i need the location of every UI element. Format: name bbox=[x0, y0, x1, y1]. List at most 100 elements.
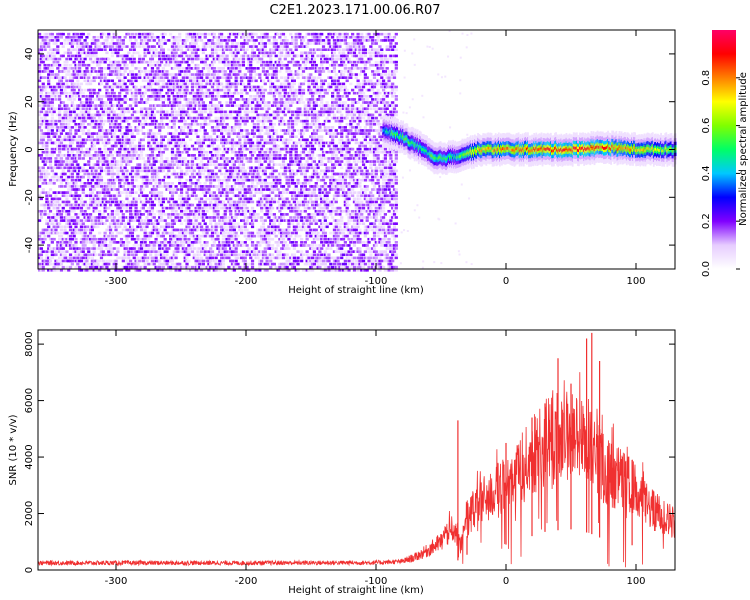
spectrogram-cell bbox=[221, 219, 226, 222]
spectrogram-cell bbox=[98, 244, 102, 247]
spectrogram-cell bbox=[43, 95, 47, 98]
spectrogram-cell bbox=[178, 178, 182, 182]
spectrogram-cell bbox=[152, 116, 156, 120]
spectrogram-cell bbox=[154, 250, 158, 253]
spectrogram-cell bbox=[63, 42, 67, 45]
spectrogram-cell bbox=[161, 209, 165, 213]
spectrogram-cell bbox=[43, 98, 47, 101]
spectrogram-cell bbox=[68, 256, 73, 260]
spectrogram-cell bbox=[241, 244, 246, 247]
spectrogram-cell bbox=[43, 163, 47, 166]
spectrogram-cell bbox=[172, 200, 176, 204]
spectrogram-cell bbox=[198, 269, 202, 272]
spectrogram-cell bbox=[154, 169, 158, 173]
spectrogram-cell bbox=[201, 166, 205, 170]
spectrogram-cell bbox=[68, 253, 73, 257]
spectrogram-cell bbox=[176, 63, 180, 67]
spectrogram-cell bbox=[76, 163, 80, 166]
spectrogram-cell bbox=[68, 132, 73, 135]
spectrogram-cell bbox=[240, 42, 244, 45]
spectrogram-cell bbox=[178, 206, 182, 210]
spectrogram-cell bbox=[240, 250, 244, 253]
spectrogram-cell bbox=[139, 60, 144, 64]
spectrogram-cell bbox=[229, 91, 233, 95]
spectrogram-cell bbox=[240, 54, 244, 58]
spectrogram-cell bbox=[250, 234, 255, 238]
spectrogram-cell bbox=[54, 203, 58, 207]
spectrogram-cell bbox=[145, 45, 149, 48]
spectrogram-cell bbox=[92, 54, 96, 58]
spectrogram-cell bbox=[105, 57, 109, 61]
spectrogram-cell bbox=[136, 244, 140, 247]
spectrogram-cell bbox=[159, 154, 164, 157]
spectrogram-cell bbox=[103, 182, 107, 185]
spectrogram-cell bbox=[59, 175, 64, 179]
spectrogram-cell bbox=[245, 119, 249, 123]
spectrogram-cell bbox=[218, 222, 222, 225]
spectrogram-cell bbox=[150, 122, 155, 126]
spectrogram-cell bbox=[134, 203, 138, 207]
spectrogram-cell bbox=[92, 48, 96, 52]
spectrogram-cell bbox=[190, 39, 195, 42]
spectrogram-cell bbox=[167, 132, 171, 135]
spectrogram-cell bbox=[138, 265, 142, 269]
spectrogram-cell bbox=[116, 154, 120, 157]
spectrogram-cell bbox=[189, 175, 193, 179]
spectrogram-cell bbox=[68, 57, 73, 61]
spectrogram-cell bbox=[108, 70, 113, 73]
spectrogram-cell bbox=[59, 157, 64, 160]
spectrogram-cell bbox=[48, 194, 53, 198]
spectrogram-cell bbox=[247, 76, 251, 79]
spectrogram-cell bbox=[112, 182, 116, 185]
spectrogram-cell bbox=[198, 32, 202, 36]
spectrogram-cell bbox=[96, 135, 100, 138]
spectrogram-cell bbox=[88, 48, 93, 52]
spectrogram-cell bbox=[234, 265, 238, 269]
spectrogram-cell bbox=[130, 82, 135, 86]
spectrogram-cell bbox=[227, 45, 231, 48]
spectrogram-cell bbox=[94, 119, 98, 123]
spectrogram-cell bbox=[234, 122, 238, 126]
spectrogram-cell bbox=[203, 203, 207, 207]
spectrogram-cell bbox=[161, 265, 165, 269]
spectrogram-cell bbox=[78, 70, 82, 73]
spectrogram-cell bbox=[194, 91, 198, 95]
spectrogram-cell bbox=[145, 163, 149, 166]
spectrogram-cell bbox=[101, 237, 105, 241]
spectrogram-cell bbox=[223, 216, 227, 219]
spectrogram-cell bbox=[201, 107, 205, 111]
spectrogram-cell bbox=[116, 225, 120, 229]
spectrogram-cell bbox=[65, 67, 69, 70]
spectrogram-cell bbox=[249, 76, 253, 79]
spectrogram-cell bbox=[130, 247, 135, 250]
spectrogram-cell bbox=[174, 247, 178, 250]
spectrogram-cell bbox=[127, 150, 131, 154]
spectrogram-cell bbox=[112, 259, 116, 263]
spectrogram-cell bbox=[92, 35, 96, 39]
spectrogram-cell bbox=[41, 85, 45, 89]
spectrogram-cell bbox=[194, 76, 198, 79]
spectrogram-cell bbox=[205, 175, 209, 179]
spectrogram-cell bbox=[158, 219, 162, 222]
spectrogram-cell bbox=[243, 157, 247, 160]
spectrogram-cell bbox=[58, 110, 62, 114]
spectrogram-cell bbox=[79, 209, 84, 213]
spectrogram-cell bbox=[58, 166, 62, 170]
spectrogram-cell bbox=[220, 250, 224, 253]
spectrogram-cell bbox=[199, 70, 204, 73]
spectrogram-cell bbox=[114, 225, 118, 229]
spectrogram-cell bbox=[152, 39, 156, 42]
spectrogram-cell bbox=[223, 57, 227, 61]
spectrogram-cell bbox=[229, 82, 233, 86]
spectrogram-cell bbox=[156, 95, 160, 98]
spectrogram-cell bbox=[225, 116, 229, 120]
spectrogram-cell bbox=[210, 73, 215, 76]
spectrogram-cell bbox=[94, 113, 98, 117]
spectrogram-cell bbox=[92, 67, 96, 70]
spectrogram-cell bbox=[187, 225, 191, 229]
spectrogram-cell bbox=[227, 185, 231, 188]
spectrogram-cell bbox=[121, 219, 125, 222]
spectrogram-cell bbox=[48, 250, 53, 253]
spectrogram-cell bbox=[88, 95, 93, 98]
spectrogram-cell bbox=[50, 219, 54, 222]
